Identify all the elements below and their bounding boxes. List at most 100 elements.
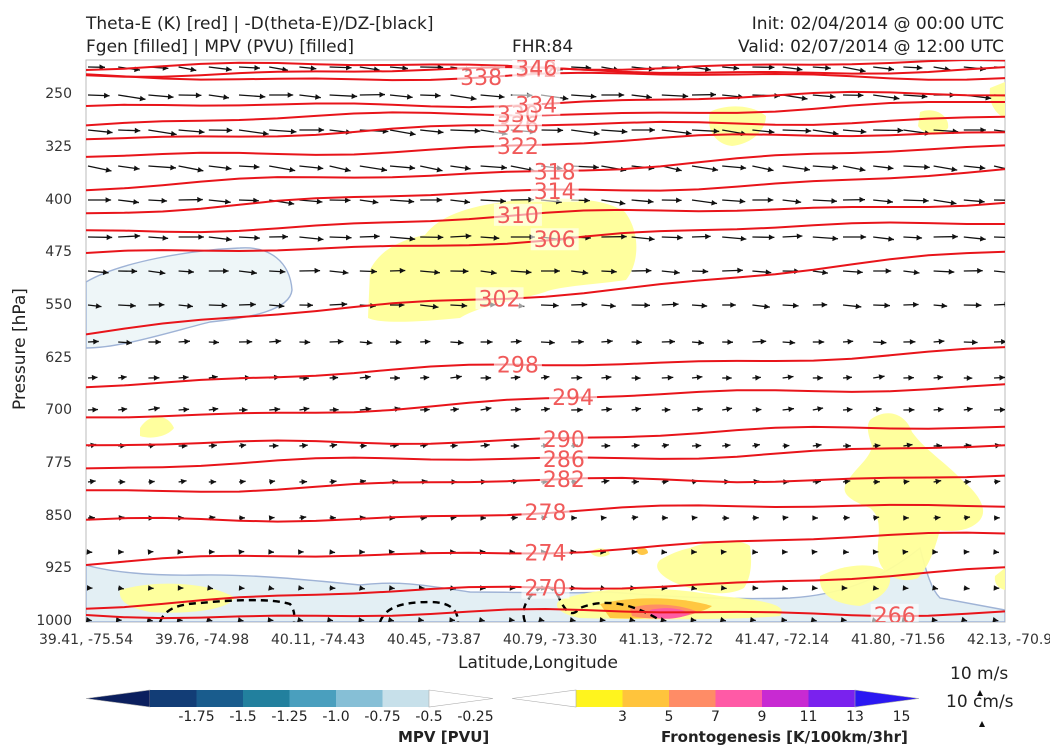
wind-vector xyxy=(238,65,261,71)
y-tick-label: 1000 xyxy=(36,613,72,629)
mpv-colorbar-extend xyxy=(85,689,151,708)
wind-vector xyxy=(510,338,522,345)
wind-vector xyxy=(661,549,668,555)
wind-vector xyxy=(208,165,232,171)
wind-vector xyxy=(661,442,670,449)
shaded-region xyxy=(989,82,1005,118)
wind-vector xyxy=(752,269,772,275)
wind-vector xyxy=(238,442,247,449)
wind-vector xyxy=(118,339,133,346)
wind-vector xyxy=(299,65,317,71)
wind-vector xyxy=(238,479,246,485)
wind-vector xyxy=(812,442,822,449)
mpv-colorbar-segment xyxy=(336,690,383,707)
wind-vector xyxy=(177,585,184,591)
dtheta-dz-contour xyxy=(158,598,296,622)
contour-label-bg xyxy=(530,228,579,251)
wind-vector xyxy=(631,549,638,555)
mpv-colorbar-segment xyxy=(196,690,244,707)
wind-vector xyxy=(238,129,269,137)
wind-vector xyxy=(269,303,285,309)
theta-e-contour-label: 310 xyxy=(497,204,539,229)
y-tick-label: 325 xyxy=(45,138,72,155)
wind-vector xyxy=(540,374,550,381)
wind-vector xyxy=(387,616,395,622)
wind-vector xyxy=(993,270,1005,273)
wind-vector xyxy=(691,339,705,346)
wind-vector xyxy=(601,233,627,240)
wind-vector xyxy=(629,616,636,622)
wind-vector xyxy=(178,338,191,345)
wind-vector xyxy=(480,339,493,345)
mpv-colorbar-tick: -1.5 xyxy=(229,709,257,725)
theta-e-contour-label: 322 xyxy=(497,135,539,160)
wind-vector xyxy=(178,66,197,73)
theta-e-contour-label: 318 xyxy=(534,160,576,185)
wind-vector xyxy=(297,616,304,622)
wind-vector xyxy=(661,407,671,413)
wind-vector xyxy=(118,479,126,485)
wind-vector xyxy=(269,233,288,240)
wind-vector xyxy=(782,443,790,449)
wind-vector xyxy=(842,92,864,99)
wind-vector xyxy=(631,267,652,274)
wind-vector xyxy=(329,93,358,99)
wind-vector xyxy=(691,268,709,275)
wind-vector xyxy=(299,442,308,449)
wind-vector xyxy=(118,302,136,309)
wind-vector xyxy=(480,442,490,449)
wind-vector xyxy=(993,236,1005,239)
theta-e-contour-label: 290 xyxy=(543,428,585,453)
wind-vector xyxy=(812,93,836,100)
wind-vector xyxy=(450,443,458,449)
wind-vector xyxy=(842,549,849,555)
mpv-colorbar-tick: -0.5 xyxy=(415,709,443,725)
wind-vector xyxy=(781,585,788,591)
wind-vector xyxy=(238,585,245,591)
wind-vector xyxy=(420,338,431,345)
init-time: Init: 02/04/2014 @ 00:00 UTC xyxy=(751,14,1004,34)
wind-vector xyxy=(359,374,371,381)
wind-vector xyxy=(993,165,1005,170)
wind-vector xyxy=(208,339,220,346)
wind-vector xyxy=(811,585,818,591)
contour-label-bg xyxy=(457,65,506,88)
wind-vector xyxy=(571,93,597,100)
wind-vector xyxy=(963,375,973,381)
wind-vector xyxy=(480,269,497,276)
shaded-region xyxy=(819,565,891,606)
wind-vector xyxy=(329,442,338,449)
wind-vector xyxy=(812,515,818,521)
wind-vector xyxy=(903,479,910,485)
wind-vector xyxy=(631,94,652,100)
wind-vector xyxy=(963,515,971,521)
wind-vector xyxy=(993,479,1001,485)
wind-vector xyxy=(148,93,174,100)
wind-vector xyxy=(722,406,733,412)
wind-vector xyxy=(873,479,880,485)
wind-vector xyxy=(571,269,589,276)
wind-vector xyxy=(691,302,708,309)
wind-vector xyxy=(722,375,732,381)
theta-e-contour xyxy=(86,346,1005,389)
wind-vector xyxy=(661,301,679,308)
wind-vector xyxy=(932,549,938,555)
wind-vector xyxy=(811,549,818,555)
theta-e-contour xyxy=(86,383,1005,419)
wind-vector xyxy=(722,235,747,242)
wind-vector xyxy=(963,549,970,555)
wind-vector xyxy=(118,94,146,102)
theta-e-contour-label: 346 xyxy=(515,57,557,82)
wind-vector xyxy=(599,617,606,622)
wind-vector xyxy=(812,375,823,381)
wind-vector xyxy=(781,617,788,622)
wind-vector xyxy=(329,375,339,381)
wind-vector xyxy=(540,127,564,134)
wind-vector xyxy=(631,302,651,309)
wind-vector xyxy=(450,233,472,239)
wind-vector xyxy=(389,198,415,205)
wind-vector xyxy=(873,268,892,274)
wind-vector xyxy=(842,303,862,310)
wind-vector xyxy=(359,585,366,591)
